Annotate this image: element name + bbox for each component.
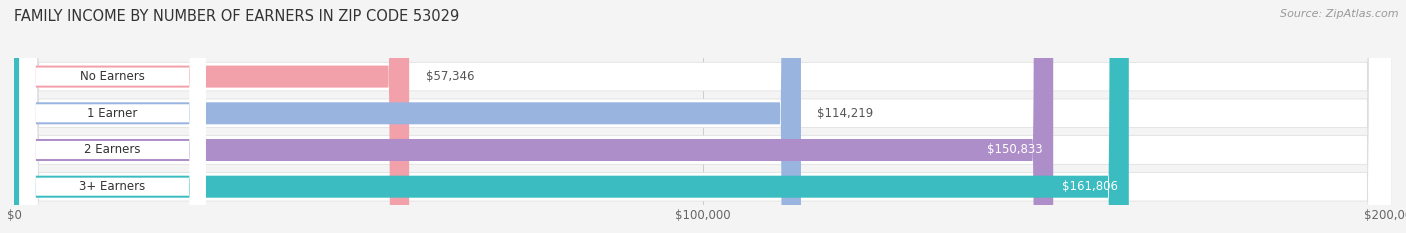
FancyBboxPatch shape — [20, 0, 205, 233]
Text: 2 Earners: 2 Earners — [84, 144, 141, 157]
FancyBboxPatch shape — [14, 0, 801, 233]
FancyBboxPatch shape — [14, 0, 409, 233]
Text: Source: ZipAtlas.com: Source: ZipAtlas.com — [1281, 9, 1399, 19]
Text: 3+ Earners: 3+ Earners — [80, 180, 146, 193]
FancyBboxPatch shape — [14, 0, 1392, 233]
Text: $57,346: $57,346 — [426, 70, 474, 83]
FancyBboxPatch shape — [14, 0, 1129, 233]
FancyBboxPatch shape — [14, 0, 1053, 233]
FancyBboxPatch shape — [20, 0, 205, 233]
Text: FAMILY INCOME BY NUMBER OF EARNERS IN ZIP CODE 53029: FAMILY INCOME BY NUMBER OF EARNERS IN ZI… — [14, 9, 460, 24]
Text: $161,806: $161,806 — [1062, 180, 1118, 193]
FancyBboxPatch shape — [20, 0, 205, 233]
Text: No Earners: No Earners — [80, 70, 145, 83]
FancyBboxPatch shape — [14, 0, 1392, 233]
FancyBboxPatch shape — [20, 0, 205, 233]
FancyBboxPatch shape — [14, 0, 1392, 233]
Text: $114,219: $114,219 — [817, 107, 873, 120]
Text: 1 Earner: 1 Earner — [87, 107, 138, 120]
FancyBboxPatch shape — [14, 0, 1392, 233]
Text: $150,833: $150,833 — [987, 144, 1042, 157]
